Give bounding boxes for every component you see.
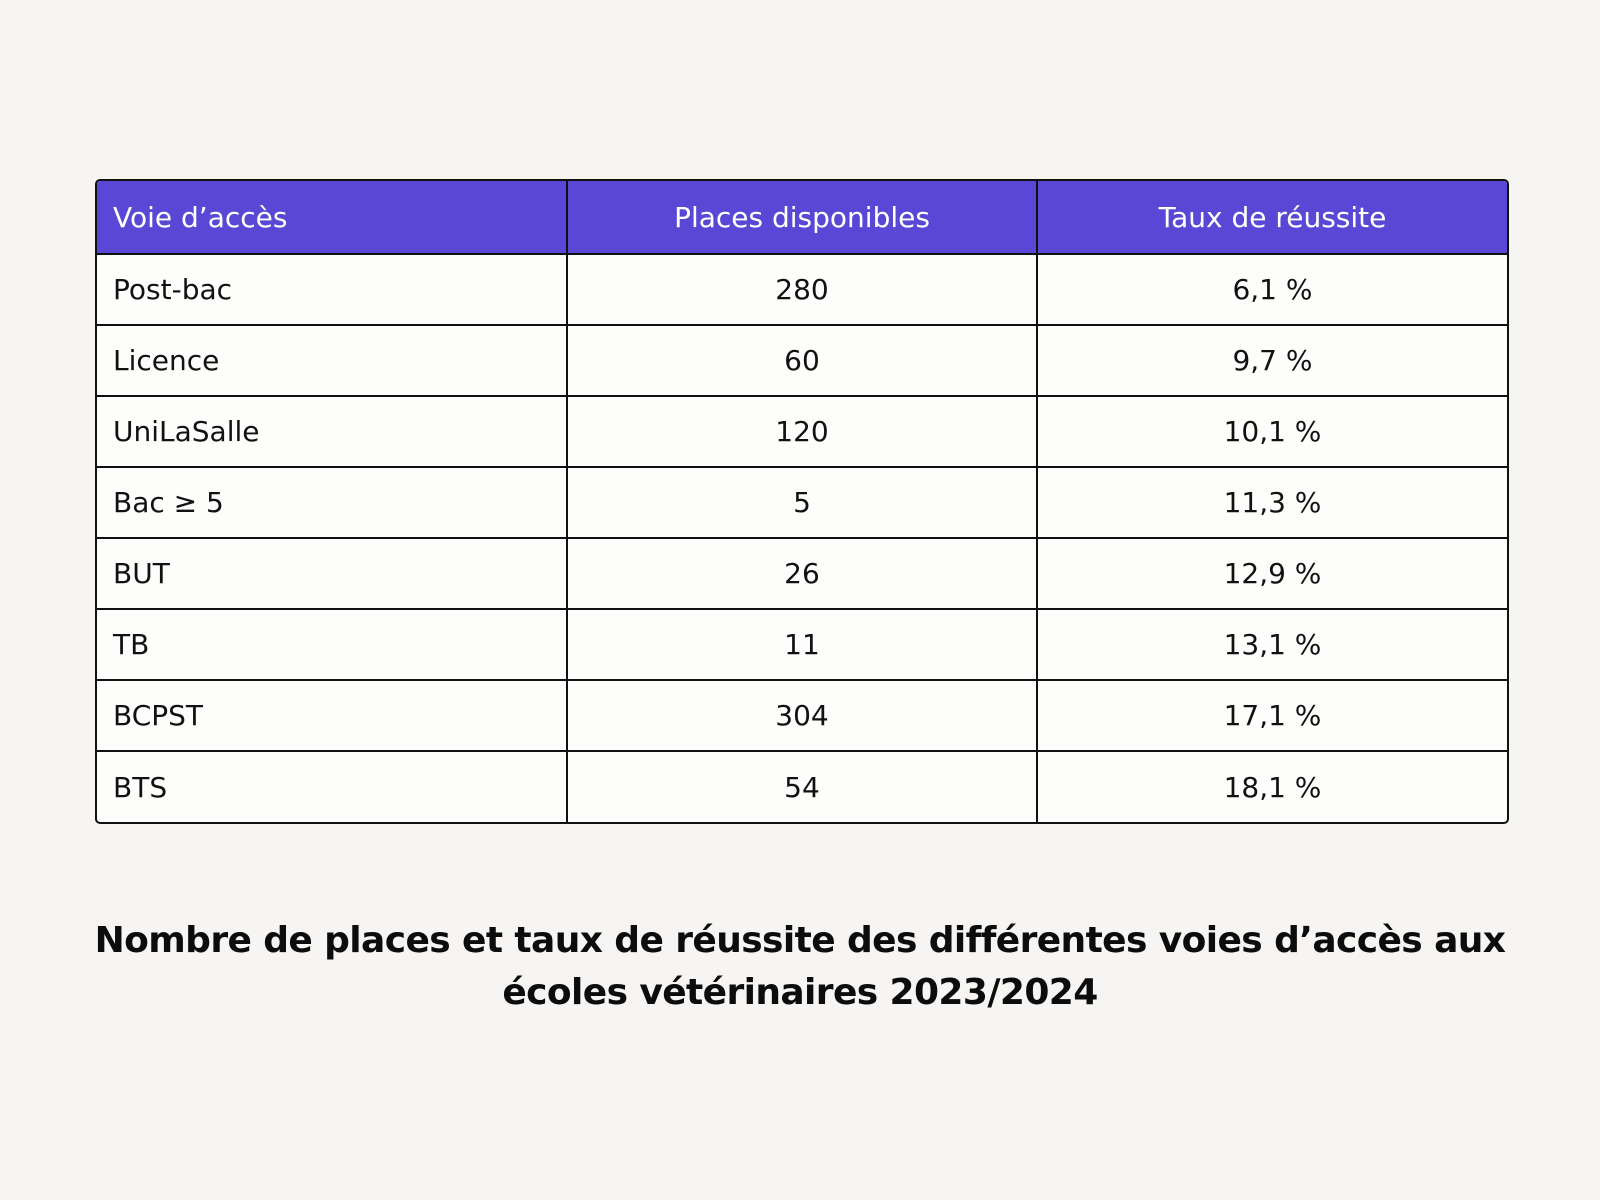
cell-places: 60 — [567, 325, 1038, 397]
column-header-taux: Taux de réussite — [1037, 181, 1507, 255]
cell-voie: Bac ≥ 5 — [97, 467, 568, 539]
cell-places: 11 — [567, 609, 1038, 681]
cell-taux: 13,1 % — [1037, 609, 1507, 681]
cell-voie: TB — [97, 609, 568, 681]
cell-places: 26 — [567, 538, 1038, 610]
cell-voie: Post-bac — [97, 254, 568, 326]
cell-taux: 17,1 % — [1037, 680, 1507, 752]
cell-places: 304 — [567, 680, 1038, 752]
cell-taux: 12,9 % — [1037, 538, 1507, 610]
table-header: Voie d’accès Places disponibles Taux de … — [97, 181, 1507, 255]
cell-places: 54 — [567, 751, 1038, 822]
table-caption: Nombre de places et taux de réussite des… — [0, 915, 1600, 1019]
cell-taux: 18,1 % — [1223, 770, 1322, 804]
cell-voie: UniLaSalle — [97, 396, 568, 468]
table-row: BUT 26 12,9 % — [97, 538, 1507, 610]
column-header-voie: Voie d’accès — [97, 181, 568, 255]
table-row: Post-bac 280 6,1 % — [97, 254, 1507, 326]
table-header-row: Voie d’accès Places disponibles Taux de … — [97, 181, 1507, 255]
cell-voie: BTS — [97, 751, 568, 822]
table-row: TB 11 13,1 % — [97, 609, 1507, 681]
cell-voie: BCPST — [97, 680, 568, 752]
table-row: Bac ≥ 5 5 11,3 % — [97, 467, 1507, 539]
table-body: Post-bac 280 6,1 % Licence 60 9,7 % UniL… — [97, 254, 1507, 822]
cell-taux: 6,1 % — [1037, 254, 1507, 326]
column-header-places: Places disponibles — [567, 181, 1038, 255]
cell-taux: 10,1 % — [1037, 396, 1507, 468]
table-row: BCPST 304 17,1 % — [97, 680, 1507, 752]
cell-taux: 9,7 % — [1037, 325, 1507, 397]
data-table: Voie d’accès Places disponibles Taux de … — [97, 181, 1507, 822]
data-table-container: Voie d’accès Places disponibles Taux de … — [95, 179, 1509, 824]
caption-line-2: écoles vétérinaires 2023/2024 — [502, 972, 1098, 1013]
cell-taux: 11,3 % — [1037, 467, 1507, 539]
cell-places: 280 — [567, 254, 1038, 326]
cell-places: 5 — [567, 467, 1038, 539]
caption-line-1: Nombre de places et taux de réussite des… — [94, 920, 1506, 961]
table-row: BTS 54 18,1 % — [97, 751, 1507, 822]
cell-places: 120 — [567, 396, 1038, 468]
table-row: UniLaSalle 120 10,1 % — [97, 396, 1507, 468]
cell-voie: BUT — [97, 538, 568, 610]
cell-voie: Licence — [97, 325, 568, 397]
table-row: Licence 60 9,7 % — [97, 325, 1507, 397]
